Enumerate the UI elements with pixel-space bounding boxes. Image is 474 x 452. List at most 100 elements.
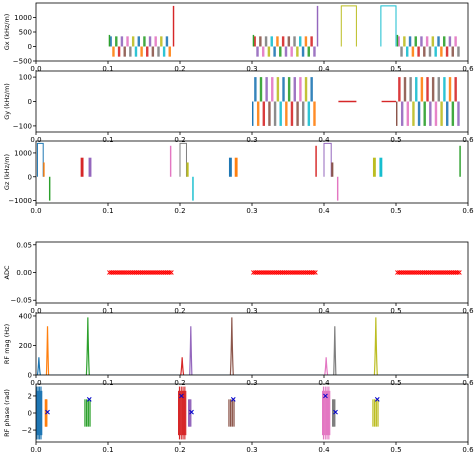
adc-sample-marker (285, 270, 291, 275)
adc-sample-marker (254, 270, 260, 275)
rf-magnitude-peak (189, 326, 193, 375)
adc-sample-marker (132, 270, 137, 275)
plot-area (252, 77, 460, 126)
adc-sample-marker (311, 270, 316, 275)
adc-sample-marker (109, 270, 114, 275)
readout-lobe (429, 101, 432, 126)
y-axis-label: Gz (kHz/m) (3, 154, 11, 190)
adc-sample-marker (307, 270, 312, 275)
readout-lobe (426, 77, 429, 102)
gradient-pulse (108, 34, 111, 47)
y-axis-label: RF mag (Hz) (3, 324, 11, 364)
y-tick-label: 500 (19, 29, 32, 37)
gradient-pulse (169, 145, 172, 177)
readout-lobe (290, 101, 294, 126)
gradient-trapezoid (179, 142, 187, 177)
gradient-pulse (372, 157, 376, 177)
gradient-pulse (172, 5, 175, 47)
gradient-pulse (459, 145, 461, 177)
adc-sample-marker (260, 270, 266, 275)
readout-lobe (270, 36, 273, 47)
plot-area (107, 270, 462, 275)
x-tick-label: 0.2 (174, 307, 185, 315)
rf-phase-marker (323, 393, 328, 399)
adc-sample-marker (402, 270, 408, 275)
readout-lobe (457, 46, 460, 57)
adc-sample-marker (278, 270, 283, 275)
panel-frame (35, 383, 469, 443)
readout-lobe (137, 36, 140, 47)
adc-sample-marker (431, 270, 437, 275)
readout-lobe (265, 77, 268, 102)
x-tick-label: 0.2 (174, 65, 185, 73)
y-tick-label: −2 (22, 427, 32, 435)
readout-lobe (273, 101, 277, 126)
rf-phase-marker (333, 409, 338, 415)
x-tick-label: 0.5 (390, 379, 401, 387)
readout-lobe (261, 46, 265, 57)
x-tick-label: 0.1 (102, 65, 113, 73)
x-tick-label: 0.3 (246, 207, 257, 215)
readout-lobe (273, 46, 276, 57)
adc-sample-marker (398, 270, 404, 275)
adc-sample-marker (256, 270, 262, 275)
rf-magnitude-peak (36, 357, 41, 375)
panel-6: 0.0 0.1 0.2 0.3 0.4 0.5 0.6 2 0 −2 RF phase (rad) (3, 383, 474, 452)
x-tick-label: 0.2 (174, 446, 185, 452)
adc-sample-marker (305, 270, 310, 275)
readout-lobe (428, 46, 432, 57)
y-tick-label: 0 (28, 173, 32, 181)
readout-lobe (162, 46, 166, 57)
adc-sample-marker (147, 270, 153, 275)
y-tick-label: 0 (28, 43, 32, 51)
adc-sample-marker (410, 270, 416, 275)
adc-sample-marker (126, 270, 132, 275)
readout-lobe (451, 46, 454, 57)
adc-sample-marker (130, 270, 135, 275)
readout-lobe (397, 36, 400, 47)
y-axis-label: RF phase (rad) (3, 389, 11, 437)
readout-lobe (262, 101, 266, 126)
rf-phase-marker (179, 393, 184, 399)
panel-frame (35, 2, 469, 62)
x-tick-label: 0.6 (462, 307, 474, 315)
adc-sample-marker (420, 270, 425, 275)
y-tick-label: −1000 (8, 197, 32, 205)
readout-lobe (440, 46, 443, 57)
x-tick-label: 0.2 (174, 136, 185, 144)
readout-lobe (126, 36, 129, 47)
readout-lobe (112, 46, 115, 57)
rf-phase-marker (230, 396, 236, 402)
readout-lobe (285, 101, 288, 126)
y-tick-label: 200 (19, 342, 32, 350)
x-tick-label: 0.4 (318, 136, 330, 144)
adc-sample-marker (428, 270, 433, 275)
adc-sample-marker (258, 270, 264, 275)
readout-lobe (284, 46, 288, 57)
readout-lobe (415, 77, 418, 102)
y-tick-label: 0 (28, 372, 32, 380)
x-tick-label: 0.5 (390, 207, 401, 215)
readout-lobe (143, 36, 146, 47)
readout-lobe (313, 46, 316, 57)
adc-sample-marker (169, 270, 174, 275)
x-tick-label: 0.0 (30, 207, 41, 215)
readout-lobe (148, 36, 152, 47)
adc-sample-marker (299, 270, 305, 275)
adc-sample-marker (422, 270, 427, 275)
readout-lobe (109, 36, 112, 47)
adc-sample-marker (404, 270, 410, 275)
readout-lobe (168, 46, 171, 57)
readout-lobe (420, 36, 423, 47)
x-tick-label: 0.5 (390, 307, 401, 315)
adc-sample-marker (457, 270, 462, 275)
x-tick-label: 0.0 (30, 379, 41, 387)
readout-lobe (451, 101, 455, 126)
panel-frame (35, 140, 469, 204)
x-tick-label: 0.6 (462, 207, 474, 215)
x-tick-label: 0.1 (102, 379, 113, 387)
adc-sample-marker (429, 270, 435, 275)
x-tick-label: 0.2 (174, 207, 185, 215)
gradient-pulse (228, 157, 232, 177)
adc-sample-marker (293, 270, 299, 275)
